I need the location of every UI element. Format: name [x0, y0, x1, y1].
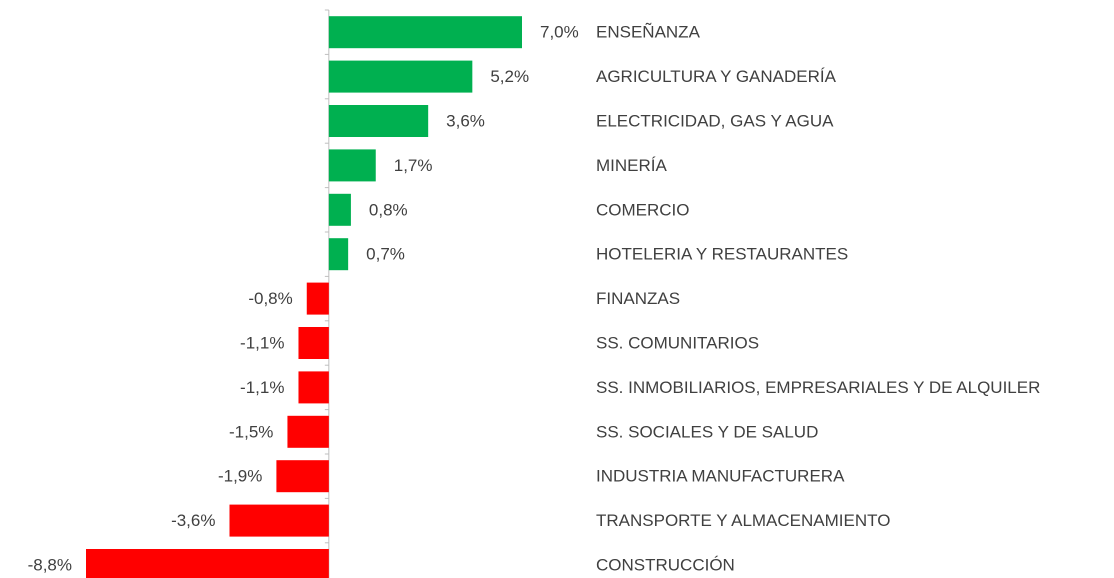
- category-label: TRANSPORTE Y ALMACENAMIENTO: [596, 511, 890, 530]
- value-label: -1,1%: [240, 333, 284, 352]
- value-label: 1,7%: [394, 156, 433, 175]
- bar: [328, 149, 376, 182]
- value-label: 0,7%: [366, 245, 405, 264]
- category-label: SS. SOCIALES Y DE SALUD: [596, 422, 818, 441]
- bar: [328, 193, 351, 226]
- category-label: CONSTRUCCIÓN: [596, 555, 735, 574]
- bar: [306, 282, 329, 315]
- bar: [328, 238, 349, 271]
- category-label: AGRICULTURA Y GANADERÍA: [596, 67, 837, 86]
- bar: [328, 16, 522, 49]
- bar: [86, 549, 329, 578]
- value-label: -1,9%: [218, 467, 262, 486]
- category-label: FINANZAS: [596, 289, 680, 308]
- value-label: 3,6%: [446, 111, 485, 130]
- value-label: -0,8%: [248, 289, 292, 308]
- bar: [287, 415, 329, 448]
- bar: [298, 327, 329, 359]
- value-label: 5,2%: [490, 67, 529, 86]
- category-label: ENSEÑANZA: [596, 23, 701, 42]
- category-label: ELECTRICIDAD, GAS Y AGUA: [596, 111, 834, 130]
- category-label: COMERCIO: [596, 200, 690, 219]
- category-label: SS. INMOBILIARIOS, EMPRESARIALES Y DE AL…: [596, 378, 1040, 397]
- category-label: INDUSTRIA MANUFACTURERA: [596, 467, 845, 486]
- bar: [328, 60, 473, 93]
- value-label: -1,5%: [229, 422, 273, 441]
- category-label: SS. COMUNITARIOS: [596, 333, 759, 352]
- value-label: 7,0%: [540, 23, 579, 42]
- value-label: -3,6%: [171, 511, 215, 530]
- bar: [229, 504, 329, 537]
- category-label: HOTELERIA Y RESTAURANTES: [596, 245, 848, 264]
- bar: [328, 105, 429, 137]
- value-label: 0,8%: [369, 200, 408, 219]
- value-label: -8,8%: [28, 555, 72, 574]
- value-label: -1,1%: [240, 378, 284, 397]
- category-label: MINERÍA: [596, 156, 668, 175]
- bar: [298, 371, 329, 404]
- bar: [276, 460, 329, 493]
